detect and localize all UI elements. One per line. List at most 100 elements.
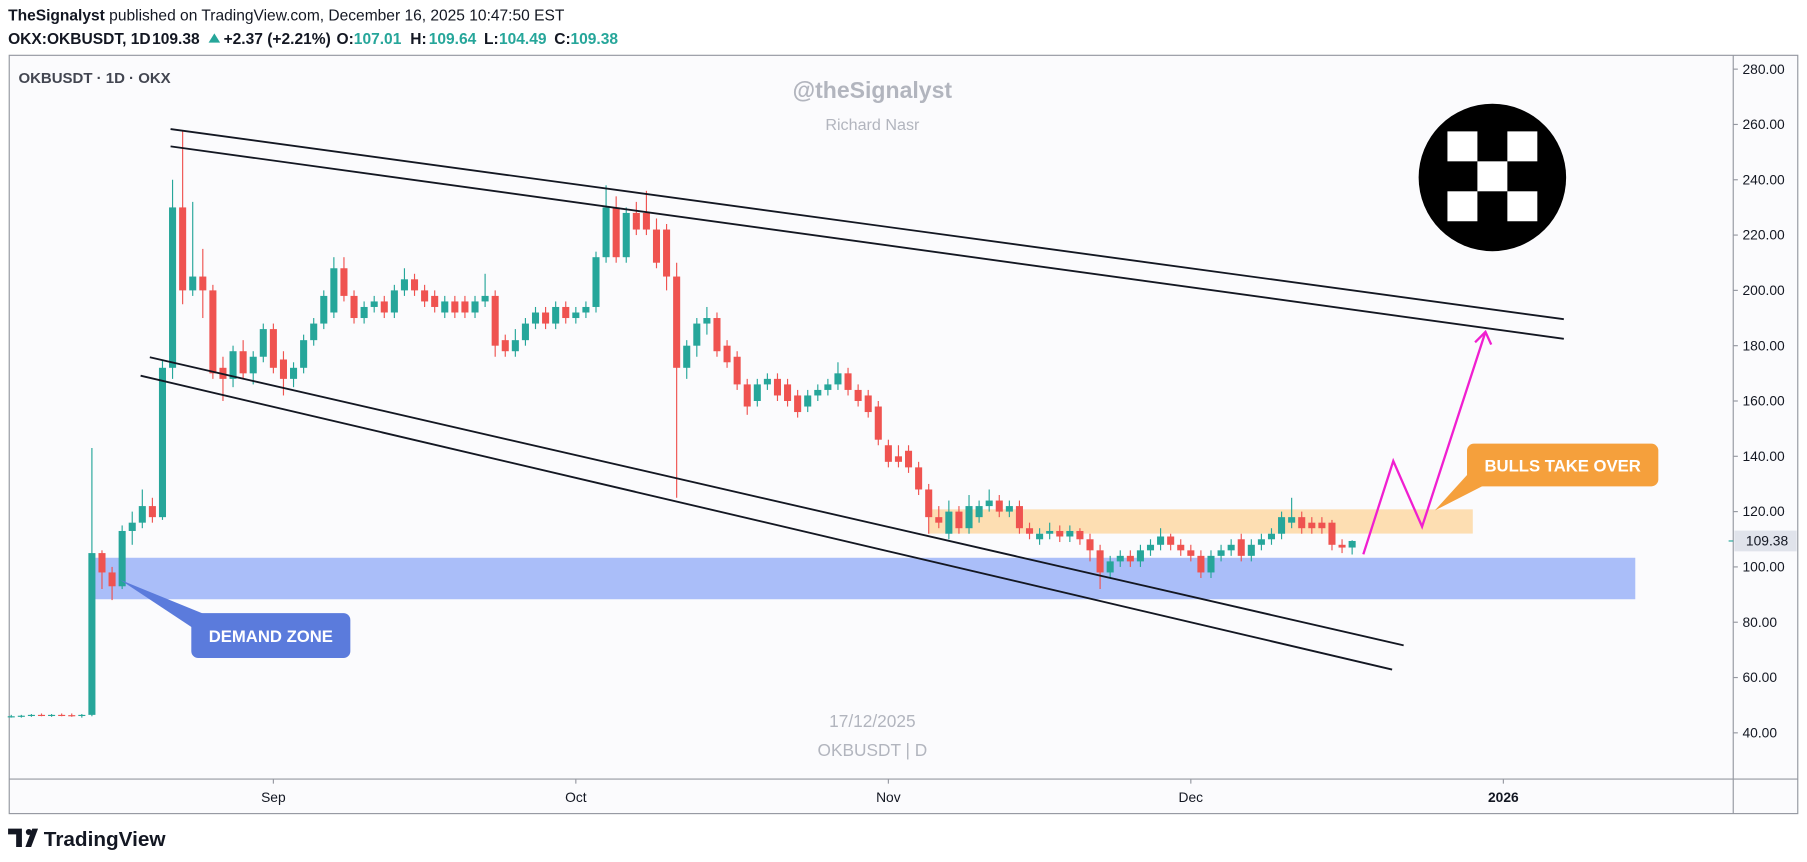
candle-body (945, 511, 953, 534)
candle-body (905, 450, 913, 468)
candle-body (804, 395, 812, 407)
candle-body (985, 500, 993, 507)
candle-body (1036, 533, 1044, 540)
brand-logo-dot (25, 829, 32, 836)
candle-body (481, 295, 489, 302)
h-label: H: (410, 31, 426, 48)
x-tick-label: Nov (876, 789, 901, 805)
candle-body (1005, 506, 1013, 512)
watermark: @theSignalyst (793, 77, 953, 103)
candle-body (37, 714, 46, 717)
logo-square (1507, 131, 1538, 162)
ohlc-line: OKX:OKBUSDT, 1D 109.38 +2.37 (+2.21%) O:… (8, 31, 618, 48)
candle-body (58, 714, 66, 717)
candle-body (330, 268, 338, 313)
candle-body (663, 229, 671, 277)
candle-body (88, 553, 96, 715)
candle-body (713, 318, 721, 352)
candle-body (1348, 540, 1356, 548)
candle-body (269, 329, 277, 368)
y-tick-label: 80.00 (1742, 614, 1777, 630)
candle-body (511, 340, 519, 352)
candle-body (501, 340, 509, 352)
logo-square (1507, 191, 1538, 222)
candle-body (1056, 530, 1064, 537)
candle-body (370, 301, 378, 307)
candle-body (48, 714, 56, 717)
candle-body (380, 301, 388, 313)
candle-body (410, 279, 419, 291)
candle-body (995, 500, 1003, 512)
candle-body (652, 229, 661, 263)
brand: TradingView (8, 828, 166, 851)
candle-body (189, 276, 197, 291)
y-tick-label: 200.00 (1742, 282, 1785, 298)
logo-square (1477, 161, 1508, 192)
candle-body (673, 276, 681, 368)
y-tick-label: 280.00 (1742, 61, 1785, 77)
candle-body (179, 207, 187, 291)
candle-body (7, 716, 15, 718)
x-tick-label: Oct (565, 789, 587, 805)
candle-body (763, 378, 771, 385)
candle-body (743, 384, 751, 407)
candle-body (723, 345, 731, 363)
y-tick-label: 140.00 (1742, 448, 1785, 464)
trendline (170, 145, 1564, 340)
resistance-zone (928, 509, 1473, 534)
trendline (140, 374, 1393, 671)
candle-body (209, 290, 217, 374)
price-badge (1734, 530, 1797, 552)
y-tick-label: 220.00 (1742, 227, 1785, 243)
candle-body (1278, 517, 1286, 534)
candle-body (582, 306, 590, 313)
candle-body (310, 323, 318, 341)
candle-body (773, 378, 781, 396)
candle-body (703, 318, 711, 324)
candle-body (17, 715, 25, 717)
candle-body (1318, 522, 1326, 529)
candle-body (693, 323, 701, 346)
candle-body (1116, 555, 1124, 562)
projection-path (1362, 329, 1493, 555)
candle-body (1167, 536, 1175, 545)
candle-body (824, 384, 832, 390)
candle-body (1157, 536, 1165, 545)
candle-body (259, 329, 267, 357)
o-label: O: (337, 31, 354, 48)
candle-body (471, 301, 479, 313)
candle-body (884, 445, 892, 462)
up-arrow (208, 33, 221, 43)
candle-body (521, 323, 529, 341)
candle-body (1076, 530, 1084, 540)
candle-body (1015, 506, 1023, 529)
trendline (149, 356, 1404, 647)
candle-body (1066, 530, 1074, 537)
candle-body (300, 340, 308, 368)
y-tick-label: 260.00 (1742, 116, 1785, 132)
candle-body (965, 506, 973, 529)
callout-box (191, 613, 351, 659)
l-value: 104.49 (499, 31, 547, 48)
candle-body (1267, 533, 1276, 540)
candle-body (1126, 555, 1134, 562)
candle-body (925, 489, 933, 518)
candle-body (572, 312, 580, 319)
candle-body (1247, 544, 1255, 556)
callout-pointer (119, 579, 208, 632)
candle-body (1177, 544, 1185, 551)
callout-box (1467, 443, 1659, 487)
candle-body (531, 312, 540, 324)
candle-body (864, 395, 872, 413)
candle-body (975, 506, 983, 518)
candle-body (1338, 544, 1346, 548)
candle-body (1288, 517, 1296, 523)
callout-text: DEMAND ZONE (209, 627, 333, 646)
candle-body (1328, 522, 1336, 545)
candle-body (552, 306, 560, 324)
candle-body (320, 295, 328, 324)
candle-body (1227, 544, 1235, 551)
candle-body (390, 290, 398, 313)
y-tick-label: 120.00 (1742, 503, 1785, 519)
